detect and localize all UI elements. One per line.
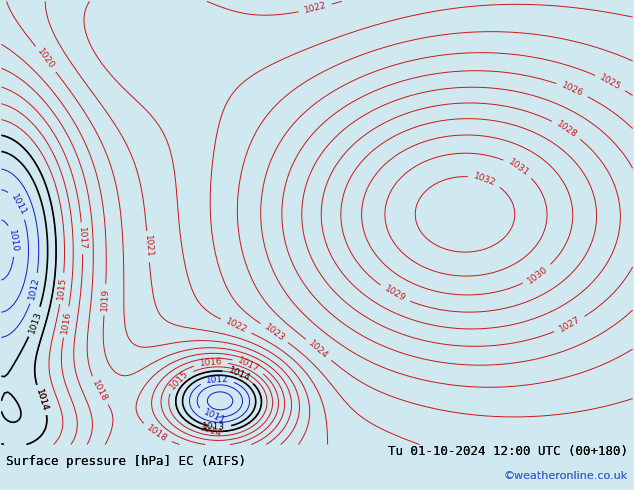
Text: 1016: 1016	[199, 357, 223, 368]
Text: 1032: 1032	[472, 172, 497, 188]
Text: 1031: 1031	[507, 158, 531, 178]
Text: 1011: 1011	[202, 408, 226, 425]
Text: ©weatheronline.co.uk: ©weatheronline.co.uk	[503, 471, 628, 481]
Text: 1013: 1013	[27, 310, 43, 334]
Text: 1017: 1017	[77, 226, 87, 250]
Text: 1015: 1015	[168, 369, 190, 392]
Text: ©weatheronline.co.uk: ©weatheronline.co.uk	[503, 471, 628, 481]
Text: 1014: 1014	[198, 423, 223, 439]
Text: Surface pressure [hPa] EC (AIFS): Surface pressure [hPa] EC (AIFS)	[6, 455, 247, 468]
Text: 1013: 1013	[202, 422, 226, 432]
Text: 1011: 1011	[9, 193, 28, 217]
Text: Surface pressure [hPa] EC (AIFS): Surface pressure [hPa] EC (AIFS)	[6, 455, 247, 468]
Text: 1027: 1027	[557, 315, 582, 334]
Text: 1026: 1026	[560, 81, 585, 98]
Text: 1015: 1015	[56, 276, 68, 300]
Text: 1020: 1020	[36, 48, 56, 71]
Text: 1017: 1017	[236, 356, 261, 374]
Text: 1014: 1014	[34, 388, 50, 412]
Text: 1012: 1012	[27, 276, 41, 300]
Text: 1022: 1022	[224, 317, 249, 335]
Text: 1014: 1014	[227, 366, 252, 384]
Text: 1012: 1012	[205, 374, 229, 385]
Text: 1028: 1028	[555, 120, 579, 140]
Text: 1029: 1029	[382, 284, 407, 304]
Text: 1014: 1014	[34, 388, 50, 412]
Text: 1024: 1024	[307, 339, 330, 361]
Text: 1010: 1010	[7, 229, 20, 253]
Text: Tu 01-10-2024 12:00 UTC (00+180): Tu 01-10-2024 12:00 UTC (00+180)	[387, 445, 628, 458]
Text: 1030: 1030	[526, 265, 550, 285]
Text: 1022: 1022	[303, 1, 328, 15]
Text: 1023: 1023	[262, 322, 286, 343]
Text: Tu 01-10-2024 12:00 UTC (00+180): Tu 01-10-2024 12:00 UTC (00+180)	[387, 445, 628, 458]
Text: 1016: 1016	[60, 310, 72, 334]
Text: 1021: 1021	[143, 235, 153, 258]
Text: 1019: 1019	[100, 288, 110, 311]
Text: 1018: 1018	[145, 423, 169, 444]
Text: 1018: 1018	[91, 378, 109, 403]
Text: 1025: 1025	[598, 73, 623, 92]
